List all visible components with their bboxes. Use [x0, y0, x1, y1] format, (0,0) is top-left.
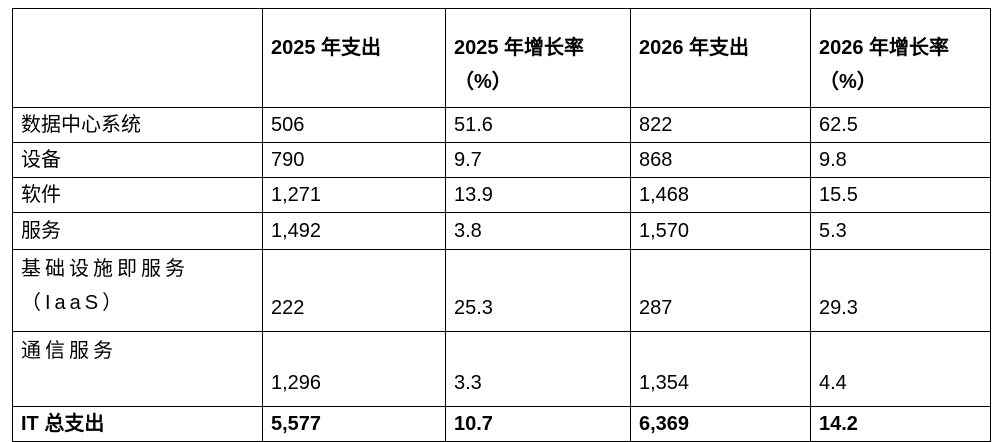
value-cell: 4.4: [810, 331, 991, 407]
value-cell: 287: [630, 249, 811, 332]
row-label: 服务: [12, 212, 263, 250]
row-label: 通信服务: [12, 331, 263, 407]
header-cell: 2026 年支出: [630, 8, 811, 108]
value-cell: 3.3: [445, 331, 631, 407]
value-cell: 51.6: [445, 107, 631, 143]
data-row: 服务 1,492 3.8 1,570 5.3: [12, 212, 991, 250]
header-row: 2025 年支出 2025 年增长率（%） 2026 年支出 2026 年增长率（%）: [12, 8, 991, 108]
value-cell: 1,271: [262, 177, 446, 213]
value-cell: 25.3: [445, 249, 631, 332]
value-cell: 9.8: [810, 142, 991, 178]
value-cell: 1,468: [630, 177, 811, 213]
row-label: 软件: [12, 177, 263, 213]
row-label: 设备: [12, 142, 263, 178]
value-cell: 15.5: [810, 177, 991, 213]
value-cell: 10.7: [445, 406, 631, 442]
data-row: 基础设施即服务（IaaS） 222 25.3 287 29.3: [12, 249, 991, 332]
value-cell: 868: [630, 142, 811, 178]
value-cell: 3.8: [445, 212, 631, 250]
value-cell: 506: [262, 107, 446, 143]
value-cell: 1,354: [630, 331, 811, 407]
row-label: 数据中心系统: [12, 107, 263, 143]
value-cell: 1,492: [262, 212, 446, 250]
value-cell: 5,577: [262, 406, 446, 442]
header-cell: 2025 年支出: [262, 8, 446, 108]
data-row: 设备 790 9.7 868 9.8: [12, 142, 991, 178]
value-cell: 1,296: [262, 331, 446, 407]
data-row: 数据中心系统 506 51.6 822 62.5: [12, 107, 991, 143]
page: 2025 年支出 2025 年增长率（%） 2026 年支出 2026 年增长率（%）…: [12, 8, 991, 442]
value-cell: 1,570: [630, 212, 811, 250]
header-cell: [12, 8, 263, 108]
value-cell: 14.2: [810, 406, 991, 442]
value-cell: 9.7: [445, 142, 631, 178]
row-label: 基础设施即服务（IaaS）: [12, 249, 263, 332]
data-row: 软件 1,271 13.9 1,468 15.5: [12, 177, 991, 213]
value-cell: 62.5: [810, 107, 991, 143]
value-cell: 6,369: [630, 406, 811, 442]
value-cell: 29.3: [810, 249, 991, 332]
value-cell: 222: [262, 249, 446, 332]
value-cell: 822: [630, 107, 811, 143]
row-label: IT 总支出: [12, 406, 263, 442]
spending-table: 2025 年支出 2025 年增长率（%） 2026 年支出 2026 年增长率（%）…: [12, 8, 991, 442]
header-cell: 2026 年增长率（%）: [810, 8, 991, 108]
value-cell: 790: [262, 142, 446, 178]
data-row: IT 总支出 5,577 10.7 6,369 14.2: [12, 406, 991, 442]
table-body: 2025 年支出 2025 年增长率（%） 2026 年支出 2026 年增长率（%）…: [12, 8, 991, 442]
value-cell: 5.3: [810, 212, 991, 250]
header-cell: 2025 年增长率（%）: [445, 8, 631, 108]
value-cell: 13.9: [445, 177, 631, 213]
data-row: 通信服务 1,296 3.3 1,354 4.4: [12, 331, 991, 407]
